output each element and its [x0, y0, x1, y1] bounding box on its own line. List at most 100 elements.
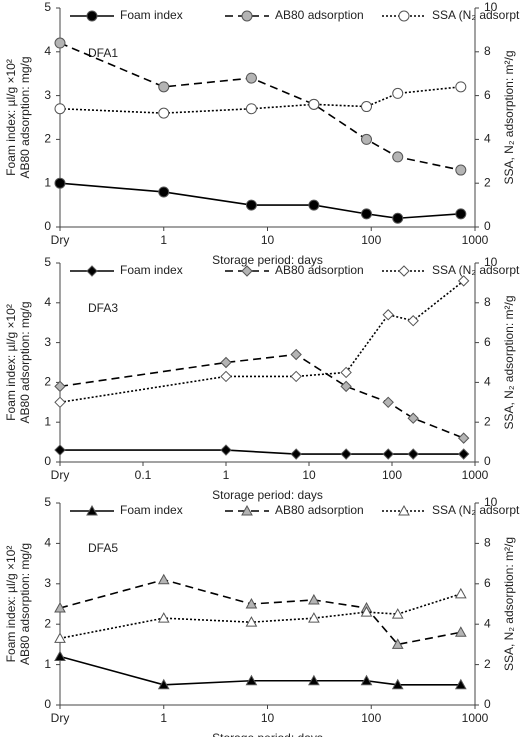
x-tick-label: 0.1 — [135, 468, 152, 482]
y2-tick-label: 6 — [484, 576, 491, 590]
panel-label: DFA3 — [88, 301, 118, 315]
y2-axis-label: SSA, N₂ adsorption: m²/g — [502, 537, 516, 671]
y2-axis-label: SSA, N₂ adsorption: m²/g — [502, 295, 516, 429]
marker — [391, 678, 404, 690]
panel-label: DFA5 — [88, 541, 118, 555]
marker — [308, 612, 320, 623]
legend-label: AB80 adsorption — [275, 8, 364, 22]
marker — [54, 650, 66, 662]
marker — [308, 593, 320, 605]
marker — [392, 87, 404, 99]
legend-label: SSA (N₂ adsorption) — [432, 8, 520, 22]
marker — [220, 356, 232, 369]
x-tick-label: Dry — [51, 468, 70, 482]
y-axis-label: AB80 adsorption: mg/g — [18, 543, 32, 665]
marker — [54, 177, 66, 189]
series-line — [60, 449, 464, 455]
marker — [361, 133, 373, 145]
x-tick-label: 1 — [160, 233, 167, 247]
marker — [245, 103, 257, 115]
legend-label: Foam index — [120, 263, 183, 277]
x-axis-label: Storage period: days — [212, 731, 323, 737]
y2-tick-label: 4 — [484, 616, 491, 630]
marker — [54, 103, 66, 115]
x-tick-label: 100 — [382, 468, 402, 482]
marker — [407, 315, 419, 327]
y2-axis-label: SSA, N₂ adsorption: m²/g — [502, 50, 516, 184]
marker — [360, 606, 373, 617]
marker — [457, 275, 470, 287]
marker — [54, 632, 66, 643]
x-tick-label: 1000 — [462, 468, 489, 482]
legend-label: SSA (N₂ adsorption) — [432, 263, 520, 277]
marker — [241, 10, 253, 22]
marker — [290, 448, 302, 460]
marker — [86, 265, 98, 277]
marker — [457, 448, 470, 460]
y2-tick-label: 6 — [484, 88, 491, 102]
y-tick-label: 3 — [44, 576, 51, 590]
marker — [54, 444, 66, 456]
x-tick-label: 100 — [361, 233, 381, 247]
marker — [245, 597, 258, 609]
marker — [391, 608, 404, 619]
y-tick-label: 2 — [44, 375, 51, 389]
series-line — [59, 353, 464, 439]
marker — [86, 504, 98, 516]
y2-tick-label: 10 — [484, 255, 498, 269]
y-tick-label: 1 — [44, 657, 51, 671]
y2-tick-label: 6 — [484, 335, 491, 349]
marker — [158, 107, 170, 119]
series-line — [59, 655, 461, 686]
marker — [392, 151, 404, 163]
y2-tick-label: 10 — [484, 0, 498, 14]
series-line — [59, 280, 465, 404]
marker — [454, 626, 467, 637]
x-tick-label: 1 — [160, 711, 167, 725]
marker — [308, 199, 320, 211]
y-axis-label: AB80 adsorption: mg/g — [18, 56, 32, 178]
x-tick-label: 1000 — [462, 711, 489, 725]
marker — [241, 504, 253, 516]
marker — [220, 370, 232, 383]
marker — [54, 396, 66, 409]
y2-tick-label: 0 — [484, 697, 491, 711]
marker — [398, 504, 410, 516]
marker — [340, 366, 352, 379]
marker — [245, 674, 258, 686]
y2-tick-label: 8 — [484, 536, 491, 550]
legend-label: SSA (N₂ adsorption) — [432, 503, 520, 517]
y2-tick-label: 4 — [484, 132, 491, 146]
marker — [86, 10, 98, 22]
legend-label: AB80 adsorption — [275, 503, 364, 517]
y-axis-label: Foam index: µl/g ×10² — [4, 304, 18, 421]
series-line — [59, 42, 461, 171]
y-tick-label: 5 — [44, 0, 51, 14]
y2-tick-label: 2 — [484, 414, 491, 428]
marker — [457, 432, 470, 444]
y-tick-label: 1 — [44, 175, 51, 189]
panel-label: DFA1 — [88, 46, 118, 60]
y-tick-label: 5 — [44, 495, 51, 509]
marker — [54, 380, 66, 393]
marker — [290, 348, 302, 361]
marker — [308, 98, 320, 110]
marker — [157, 612, 170, 623]
y-tick-label: 2 — [44, 616, 51, 630]
marker — [407, 448, 419, 460]
marker — [382, 448, 394, 460]
y2-tick-label: 10 — [484, 495, 498, 509]
y2-tick-label: 2 — [484, 657, 491, 671]
marker — [382, 396, 394, 409]
marker — [158, 186, 170, 198]
y-axis-label: Foam index: µl/g ×10² — [4, 546, 18, 663]
marker — [157, 573, 170, 585]
marker — [382, 309, 394, 321]
legend-label: Foam index — [120, 503, 183, 517]
x-tick-label: 10 — [302, 468, 316, 482]
y-axis-label: AB80 adsorption: mg/g — [18, 301, 32, 423]
marker — [407, 412, 419, 424]
y2-tick-label: 2 — [484, 175, 491, 189]
marker — [245, 199, 257, 211]
